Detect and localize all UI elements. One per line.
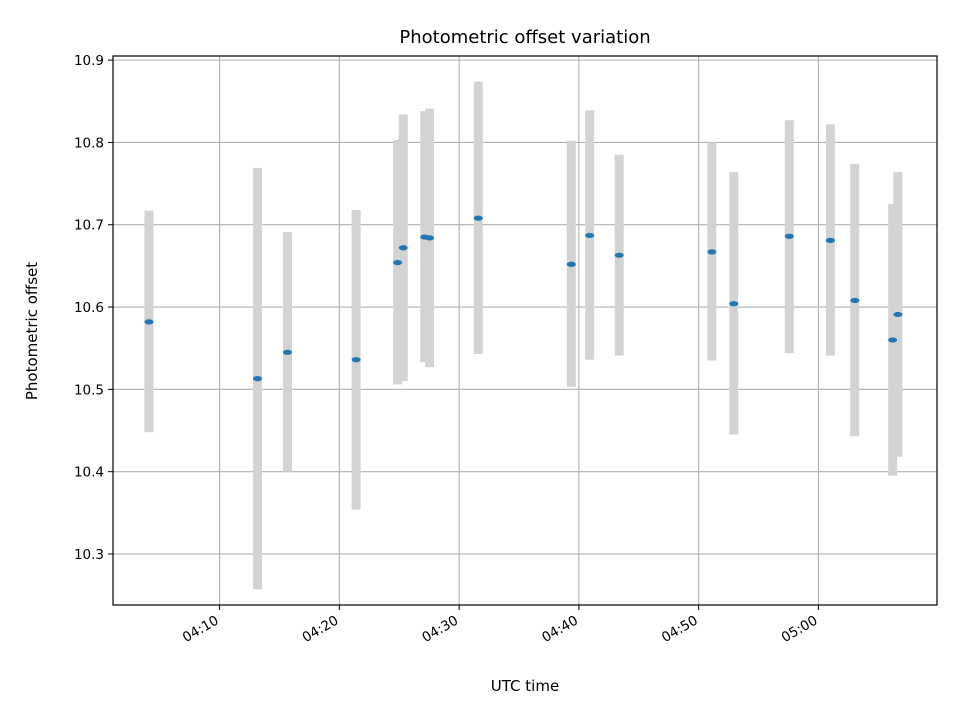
data-point	[585, 232, 595, 239]
data-point	[784, 233, 794, 239]
data-point	[398, 245, 408, 251]
data-point	[825, 237, 835, 243]
y-axis-ticks: 10.3 10.4 10.5 10.6 10.7 10.8 10.9	[74, 53, 113, 563]
grid-lines	[113, 56, 937, 605]
data-point	[351, 357, 361, 363]
plot-frame	[112, 55, 938, 606]
data-point	[707, 249, 717, 255]
data-point	[473, 215, 483, 221]
data-point	[393, 259, 403, 266]
data-point	[282, 349, 292, 355]
data-point	[893, 311, 903, 318]
data-point	[888, 337, 898, 343]
data-points	[144, 215, 903, 382]
x-axis-label: UTC time	[491, 677, 559, 695]
data-point	[144, 319, 154, 325]
data-point	[566, 261, 576, 267]
y-tick-label: 10.8	[74, 135, 104, 151]
y-tick-label: 10.9	[74, 53, 104, 69]
y-axis-label: Photometric offset	[23, 262, 41, 400]
data-point	[729, 301, 739, 307]
data-point	[850, 297, 860, 304]
data-point	[425, 235, 435, 241]
chart-title: Photometric offset variation	[399, 27, 650, 48]
y-tick-label: 10.7	[74, 218, 104, 234]
data-point	[253, 376, 263, 382]
y-tick-label: 10.3	[74, 547, 104, 563]
y-tick-label: 10.6	[74, 300, 104, 316]
y-tick-label: 10.5	[74, 382, 104, 398]
y-tick-label: 10.4	[74, 465, 104, 481]
data-point	[614, 252, 624, 258]
